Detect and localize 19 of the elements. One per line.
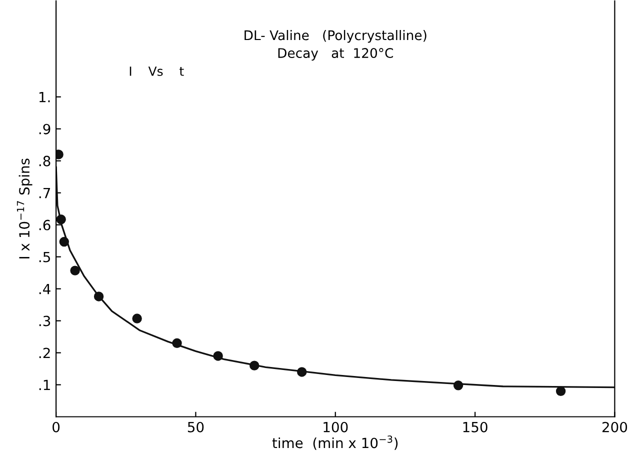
x-tick-label: 0 bbox=[52, 422, 60, 432]
y-tick-label: 1. bbox=[39, 92, 50, 102]
y-tick-label: .8 bbox=[39, 156, 50, 166]
x-tick-label: 150 bbox=[463, 422, 488, 432]
y-tick-label: .4 bbox=[39, 284, 50, 294]
y-tick-label: .6 bbox=[39, 220, 50, 230]
y-tick-label: .5 bbox=[39, 252, 50, 262]
y-tick-label: .3 bbox=[39, 316, 50, 326]
y-tick-label: .2 bbox=[39, 348, 50, 358]
annotation: I Vs t bbox=[130, 66, 184, 76]
x-tick-label: 50 bbox=[188, 422, 204, 432]
x-tick-label: 100 bbox=[324, 422, 348, 432]
y-tick-label: .9 bbox=[39, 124, 50, 134]
text: DL- Valine (Polycrystalline) Decay at 120°C bbox=[244, 30, 426, 61]
y-tick-label: .7 bbox=[39, 188, 50, 198]
x-axis-title: time (min x 10$^{−3}$) bbox=[272, 435, 398, 450]
y-axis-title: I x 10$^{−17}$ Spins bbox=[16, 158, 32, 258]
x-tick-label: 200 bbox=[602, 422, 628, 432]
y-tick-label: .1 bbox=[39, 380, 50, 390]
